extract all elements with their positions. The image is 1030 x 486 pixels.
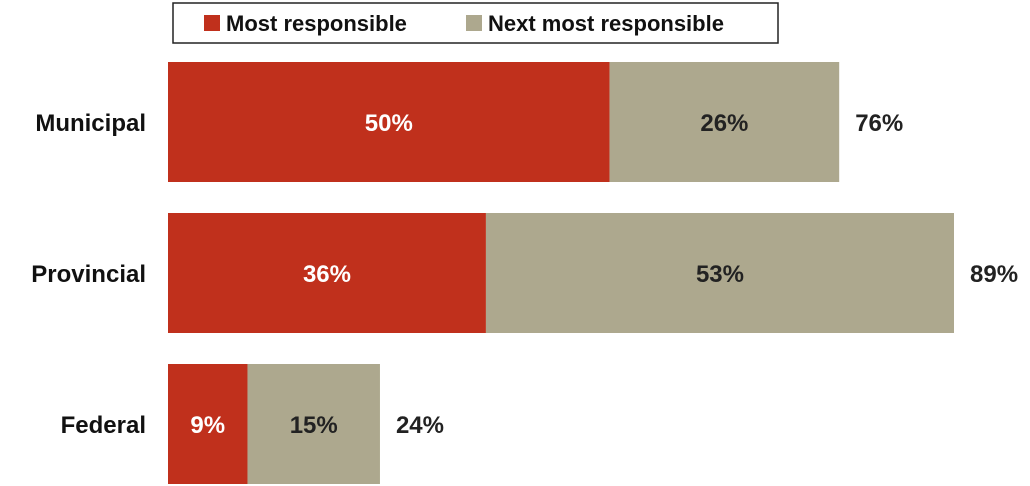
category-label-provincial: Provincial [31, 261, 146, 288]
legend-label-most-responsible: Most responsible [226, 11, 407, 36]
bar-municipal-next-most-responsible [609, 62, 840, 182]
data-label-federal-next-most-responsible: 15% [290, 412, 338, 439]
data-label-federal-most-responsible: 9% [190, 412, 225, 439]
category-label-federal: Federal [61, 412, 146, 439]
legend-swatch-next-most-responsible [466, 15, 482, 31]
total-label-federal: 24% [396, 412, 444, 439]
bar-municipal-most-responsible [168, 62, 610, 182]
data-label-provincial-next-most-responsible: 53% [696, 261, 744, 288]
legend-label-next-most-responsible: Next most responsible [488, 11, 724, 36]
bar-provincial-most-responsible [168, 213, 486, 333]
category-label-municipal: Municipal [35, 110, 146, 137]
bar-provincial-next-most-responsible [485, 213, 954, 333]
bars-group: Municipal 50% 26% 76% Provincial 36% 53% 89% Fed… [31, 62, 1018, 484]
data-label-municipal-most-responsible: 50% [365, 110, 413, 137]
chart-legend: Most responsible Next most responsible [172, 2, 779, 44]
total-label-municipal: 76% [855, 110, 903, 137]
data-label-municipal-next-most-responsible: 26% [700, 110, 748, 137]
legend-swatch-most-responsible [204, 15, 220, 31]
total-label-provincial: 89% [970, 261, 1018, 288]
data-label-provincial-most-responsible: 36% [303, 261, 351, 288]
bar-federal-next-most-responsible [247, 364, 380, 484]
bar-federal-most-responsible [168, 364, 248, 484]
